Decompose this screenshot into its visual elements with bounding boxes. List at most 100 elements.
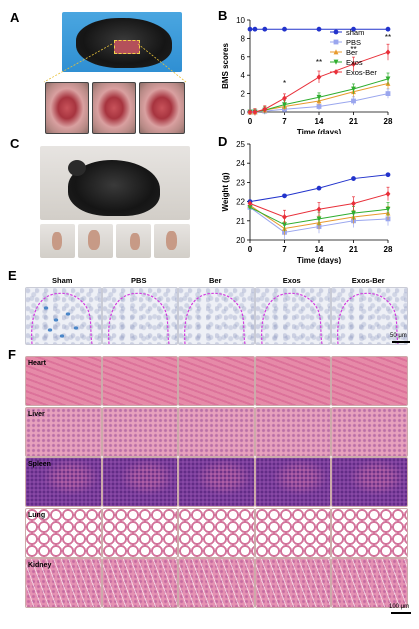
tissue-label-heart: Heart <box>28 360 46 367</box>
gait-frame-3 <box>116 224 151 258</box>
x-axis-label: Time (days) <box>297 256 342 264</box>
y-tick-label: 20 <box>236 236 245 245</box>
dashed-boundary <box>107 292 170 344</box>
y-axis-label: BMS scores <box>221 43 230 89</box>
he-image-spleen-1 <box>25 457 102 507</box>
incision-box <box>114 40 140 54</box>
x-tick-label: 14 <box>315 117 324 126</box>
scalebar-f <box>391 612 411 614</box>
stained-neuron <box>65 312 71 316</box>
x-tick-label: 0 <box>248 117 253 126</box>
data-point <box>351 86 356 92</box>
scalebar-e-label: 50 μm <box>390 333 407 339</box>
data-point <box>385 76 391 82</box>
data-point <box>282 214 287 220</box>
data-point <box>262 106 268 113</box>
he-image-liver-4 <box>254 406 331 457</box>
data-point <box>316 74 322 80</box>
ihc-column-label-ber: Ber <box>208 276 222 285</box>
y-tick-label: 23 <box>236 178 245 187</box>
panel-label-f: F <box>8 347 16 362</box>
y-tick-label: 22 <box>236 198 245 207</box>
y-tick-label: 21 <box>236 217 245 226</box>
he-image-lung-2 <box>101 507 178 558</box>
he-image-lung-1 <box>25 507 102 558</box>
he-image-lung-5 <box>331 507 408 558</box>
mouse-back-photo <box>62 12 182 72</box>
legend-marker <box>333 59 339 65</box>
he-image-kidney-5 <box>331 558 408 608</box>
he-image-heart-4 <box>254 356 331 406</box>
dashed-boundary <box>337 292 399 344</box>
he-image-kidney-2 <box>101 558 178 608</box>
significance-mark: * <box>283 79 286 88</box>
x-tick-label: 7 <box>282 245 287 254</box>
panel-label-b: B <box>218 8 228 23</box>
stained-neuron <box>59 334 65 338</box>
he-image-liver-1 <box>25 406 102 457</box>
legend-entry-ber: Ber <box>346 48 358 57</box>
data-point <box>351 200 356 207</box>
ihc-image-exos-ber <box>331 287 408 345</box>
he-image-liver-5 <box>331 406 408 457</box>
x-tick-label: 7 <box>282 117 287 126</box>
y-axis-label: Weight (g) <box>221 172 230 211</box>
significance-mark: ** <box>385 33 391 42</box>
ihc-column-label-exos: Exos <box>282 276 301 285</box>
mouse-walking-photo <box>40 146 190 220</box>
he-image-heart-1 <box>25 356 102 406</box>
data-point <box>316 104 322 109</box>
data-point <box>316 206 322 213</box>
he-image-kidney-1 <box>25 558 102 608</box>
legend-entry-exos: Exos <box>346 58 363 67</box>
he-image-spleen-5 <box>331 457 408 507</box>
ihc-column-label-sham: Sham <box>52 276 73 285</box>
gray-matter-outline <box>107 292 170 344</box>
data-point <box>262 26 268 32</box>
wound-photo-3 <box>139 82 185 134</box>
mouse-ear <box>68 160 86 176</box>
y-tick-label: 2 <box>241 90 246 99</box>
panel-label-c: C <box>10 136 20 151</box>
y-tick-label: 0 <box>241 108 246 117</box>
data-point <box>351 176 356 181</box>
panel-label-a: A <box>10 10 20 25</box>
legend-marker <box>333 39 339 45</box>
y-tick-label: 6 <box>241 53 246 62</box>
weight-chart: 20 21 22 23 24 25 0 7 14 21 28 Time (days) Weight (g… <box>221 140 393 264</box>
he-image-liver-3 <box>178 406 255 457</box>
ihc-image-ber <box>178 287 255 345</box>
gait-limb-3 <box>130 233 140 250</box>
data-point <box>282 26 287 32</box>
he-image-spleen-4 <box>254 457 331 507</box>
zoom-guide-lines <box>43 43 187 83</box>
he-image-spleen-2 <box>101 457 178 507</box>
data-point <box>247 200 253 207</box>
data-point <box>282 102 287 108</box>
tissue-label-lung: Lung <box>28 511 46 519</box>
tissue-label-liver: Liver <box>28 410 45 418</box>
he-image-heart-3 <box>178 356 255 406</box>
gait-frame-2 <box>78 224 113 258</box>
ihc-image-sham <box>25 287 102 345</box>
gait-limb-2 <box>88 230 100 250</box>
stained-neuron <box>47 328 53 332</box>
gray-matter-outline <box>260 292 323 344</box>
legend-entry-pbs: PBS <box>346 38 361 47</box>
x-tick-label: 28 <box>384 245 393 254</box>
y-tick-label: 10 <box>236 16 245 25</box>
scalebar-e <box>392 341 410 343</box>
gait-frame-1 <box>40 224 75 258</box>
dashed-boundary <box>184 292 246 344</box>
data-point <box>282 222 287 228</box>
data-point <box>385 26 391 32</box>
legend-entry-sham: sham <box>346 28 364 37</box>
data-point <box>247 109 253 115</box>
wound-photo-2 <box>92 82 136 134</box>
legend-entry-exos-ber: Exos-Ber <box>346 68 377 77</box>
x-tick-label: 21 <box>349 245 358 254</box>
legend-marker <box>333 29 339 35</box>
he-image-liver-2 <box>101 406 178 457</box>
data-point <box>247 204 253 211</box>
